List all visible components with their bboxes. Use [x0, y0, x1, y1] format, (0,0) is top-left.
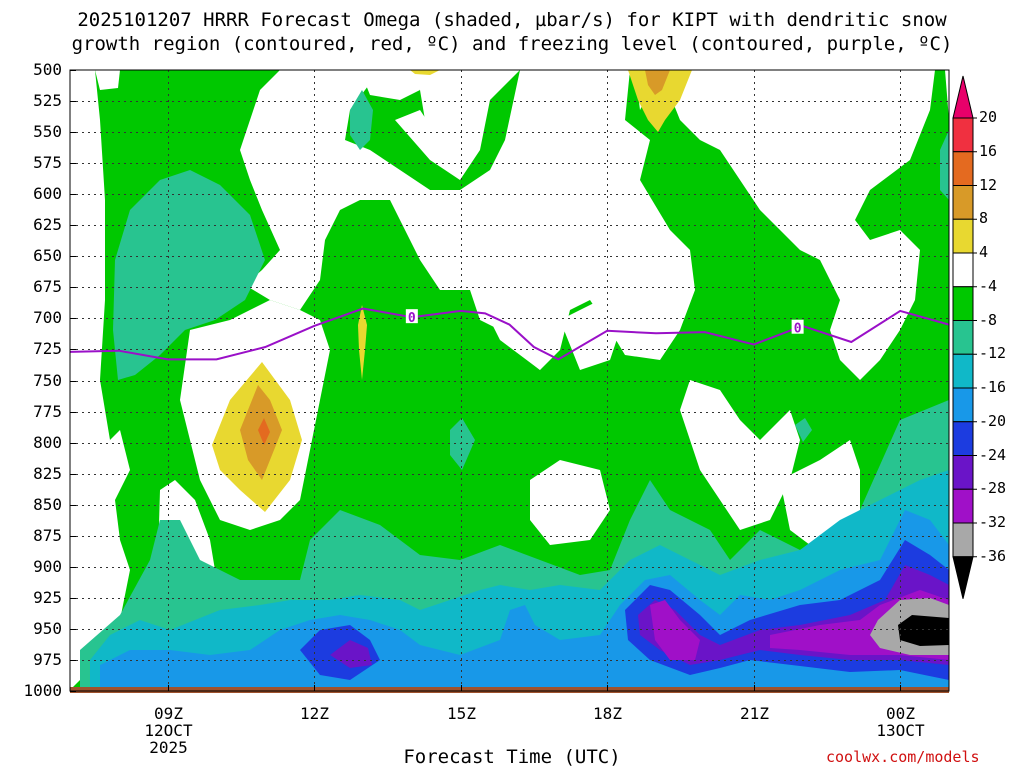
colorbar-label: -16	[979, 378, 1007, 396]
omega-contour-orange	[645, 70, 670, 95]
colorbar-cap-top	[952, 75, 974, 119]
x-tick-label: 2025	[149, 738, 188, 757]
x-tick-label: 21Z	[740, 704, 769, 723]
y-tick-label: 775	[33, 401, 62, 421]
omega-contour-teal	[940, 130, 949, 200]
colorbar	[952, 75, 977, 599]
white-hole	[530, 460, 610, 545]
x-tick-label: 00Z	[886, 704, 915, 723]
y-tick-label: 725	[33, 338, 62, 358]
colorbar-label: -4	[979, 276, 998, 295]
y-tick-label: 800	[33, 432, 62, 452]
omega-contour-magenta	[650, 600, 700, 660]
x-axis-title: Forecast Time (UTC)	[403, 746, 621, 768]
y-tick-label: 550	[33, 121, 62, 141]
y-tick-label: 625	[33, 214, 62, 234]
y-tick-label: 1000	[23, 680, 62, 700]
credit-link[interactable]: coolwx.com/models	[826, 748, 980, 766]
colorbar-segment	[952, 151, 974, 186]
omega-contour-teal	[350, 90, 373, 150]
colorbar-label: -36	[979, 546, 1007, 565]
white-hole	[95, 70, 120, 90]
colorbar-label: 12	[979, 175, 998, 194]
colorbar-label: -12	[979, 344, 1007, 363]
x-tick-label: 12Z	[300, 704, 329, 723]
x-tick-label: 13OCT	[876, 721, 925, 740]
omega-contour-black	[898, 615, 949, 646]
colorbar-label: 16	[979, 141, 998, 160]
colorbar-label: -8	[979, 310, 998, 329]
white-hole	[360, 70, 420, 100]
colorbar-segment	[952, 286, 974, 321]
x-tick-label: 09Z	[154, 704, 183, 723]
colorbar-segment	[952, 488, 974, 524]
y-tick-label: 950	[33, 618, 62, 638]
x-tick-label: 15Z	[447, 704, 476, 723]
y-tick-label: 825	[33, 463, 62, 483]
freezing-level-contour	[69, 307, 950, 361]
y-tick-label: 675	[33, 276, 62, 296]
freezing-level-label: 0	[794, 322, 802, 337]
freezing-level-labels: 00	[405, 309, 804, 337]
x-tick-label: 18Z	[593, 704, 622, 723]
y-tick-label: 525	[33, 90, 62, 110]
y-tick-label: 600	[33, 183, 62, 203]
colorbar-segment	[952, 353, 974, 389]
grid-lines	[70, 70, 949, 691]
colorbar-segment	[952, 387, 974, 423]
y-tick-label: 875	[33, 525, 62, 545]
y-tick-label: 750	[33, 370, 62, 390]
omega-contour-teal	[450, 418, 475, 470]
colorbar-label: -32	[979, 513, 1007, 531]
colorbar-label: -28	[979, 479, 1007, 498]
omega-contour-yellow	[628, 70, 692, 132]
colorbar-segment	[952, 117, 974, 153]
colorbar-label: -24	[979, 445, 1007, 464]
white-hole	[560, 300, 620, 370]
omega-contour-teal	[795, 418, 812, 442]
y-tick-label: 575	[33, 152, 62, 172]
surface-strip	[70, 687, 949, 693]
omega-contour-darkorange	[258, 418, 270, 445]
omega-contour-yellow	[358, 305, 367, 380]
white-hole	[395, 110, 440, 160]
white-hole	[680, 380, 800, 530]
chart-title-line-2: growth region (contoured, red, ºC) and f…	[71, 33, 953, 55]
white-hole	[480, 295, 560, 370]
y-tick-label: 975	[33, 649, 62, 669]
colorbar-cap-bottom	[952, 556, 974, 599]
freezing-level-label-bg	[791, 319, 804, 334]
colorbar-segment	[952, 320, 974, 355]
white-hole	[780, 440, 860, 545]
chart-title-line-1: 2025101207 HRRR Forecast Omega (shaded, …	[77, 9, 947, 31]
colorbar-segment	[952, 421, 974, 456]
x-tick-label: 12OCT	[144, 721, 193, 740]
colorbar-segment	[952, 522, 974, 558]
x-axis-ticks	[168, 685, 901, 691]
y-tick-label: 850	[33, 494, 62, 514]
y-tick-label: 500	[33, 59, 62, 79]
colorbar-segment	[952, 218, 974, 254]
colorbar-label: 8	[979, 209, 989, 228]
omega-contour-teal	[113, 170, 265, 380]
y-tick-label: 700	[33, 307, 62, 327]
freezing-level-label-bg	[405, 309, 418, 324]
y-tick-label: 650	[33, 245, 62, 265]
colorbar-label: 20	[979, 108, 998, 126]
white-hole	[240, 70, 695, 370]
omega-contour-yellow	[410, 70, 440, 75]
plot-border	[69, 69, 950, 692]
y-tick-label: 925	[33, 587, 62, 607]
colorbar-segment	[952, 252, 974, 288]
colorbar-label: 4	[979, 243, 989, 261]
colorbar-segment	[952, 455, 974, 490]
y-tick-label: 900	[33, 556, 62, 576]
colorbar-label: -20	[979, 411, 1007, 430]
colorbar-segment	[952, 185, 974, 220]
freezing-level-label: 0	[408, 311, 416, 326]
y-axis-ticks	[70, 70, 76, 692]
